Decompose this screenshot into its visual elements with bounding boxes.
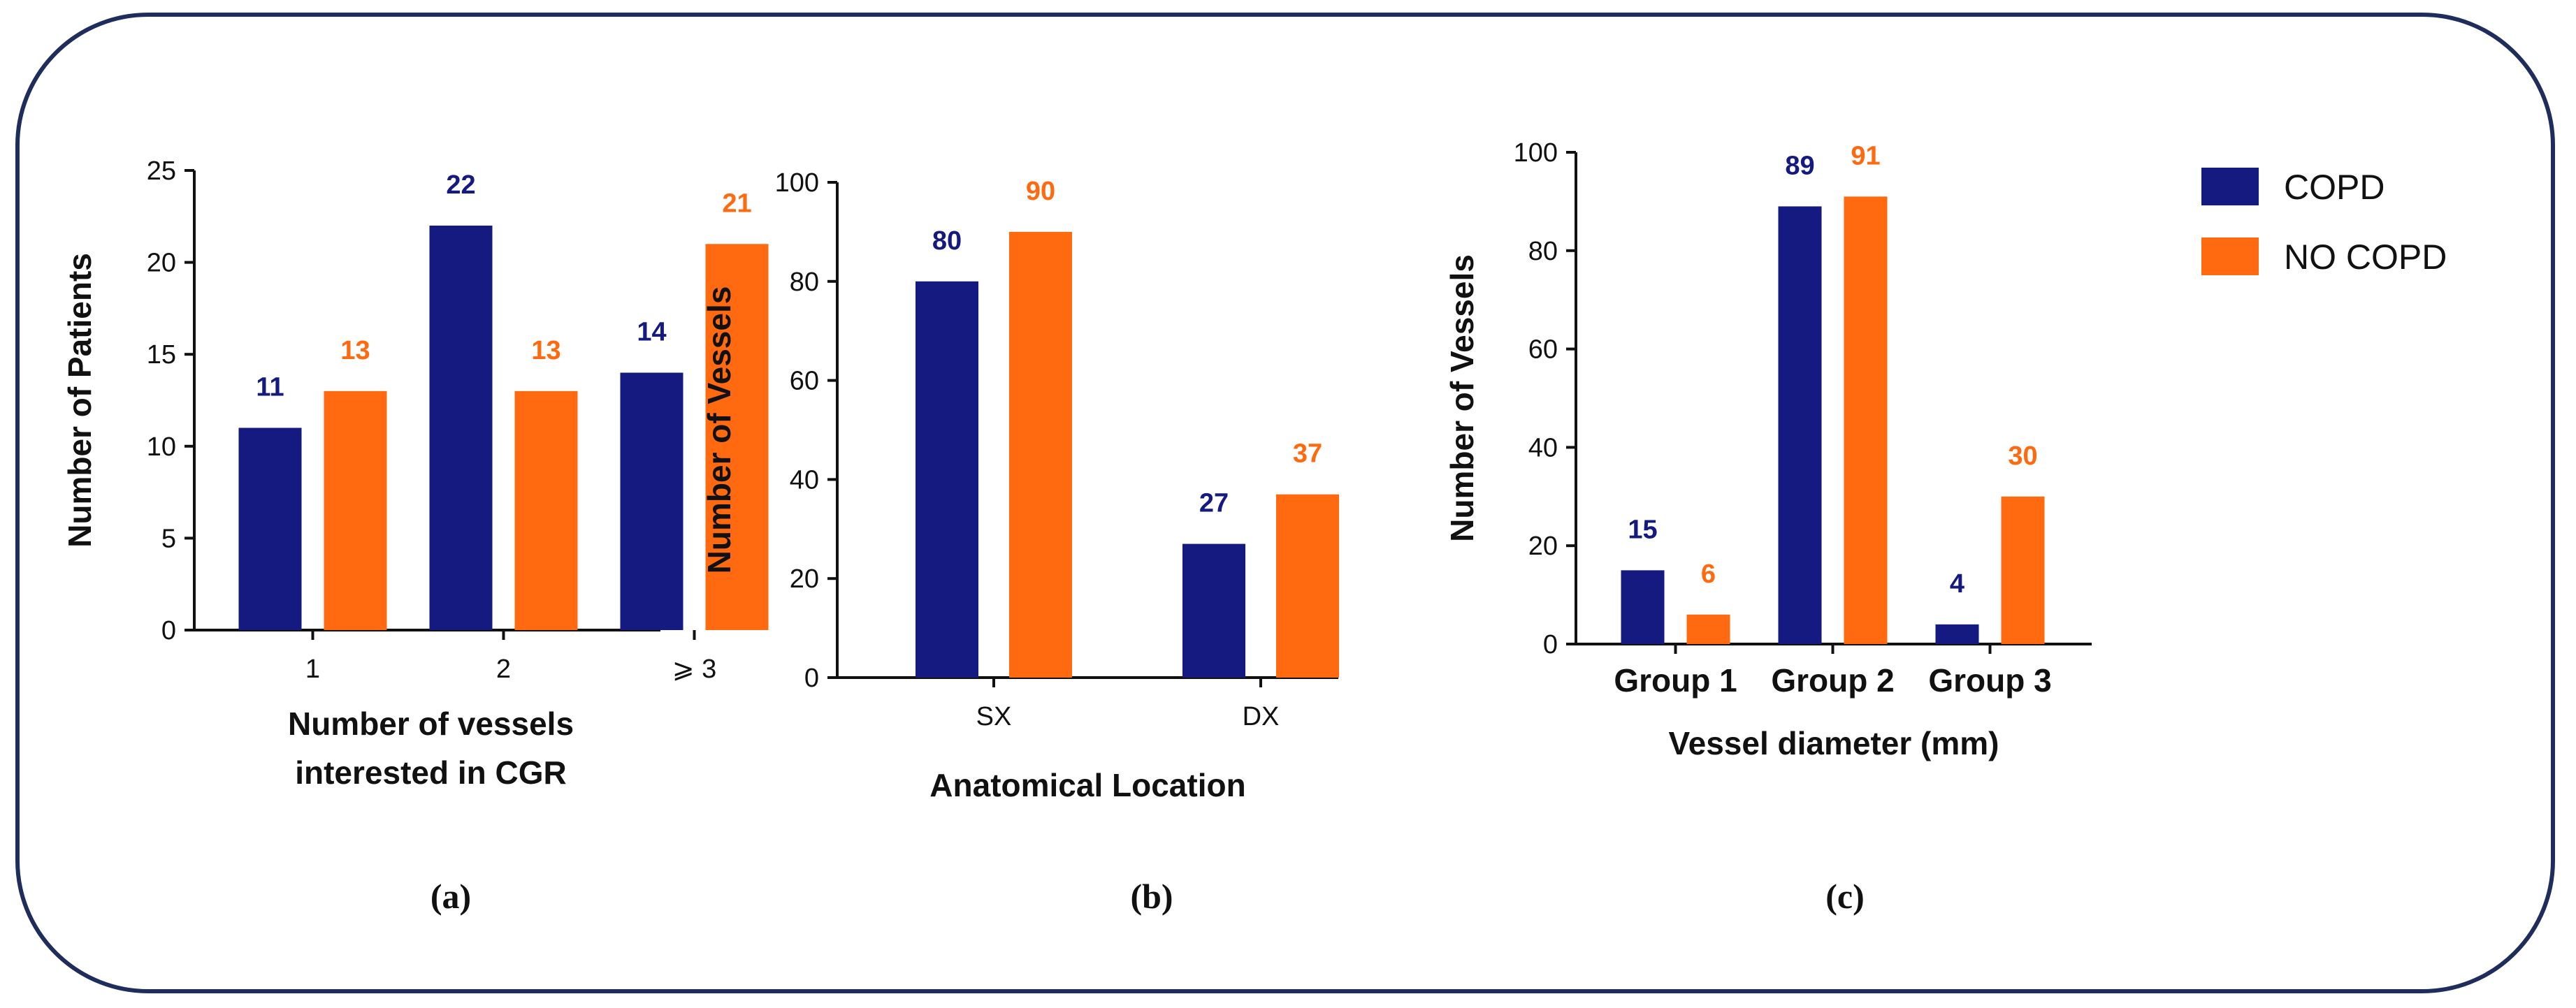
x-axis-title: Vessel diameter (mm) (1668, 725, 1999, 761)
y-tick-label: 60 (1528, 335, 1558, 365)
legend-swatch-no-copd (2201, 238, 2259, 275)
data-label-no-copd-3: 21 (722, 189, 751, 218)
bar-copd-3 (620, 372, 683, 630)
bar-copd-group-3 (1935, 624, 1979, 644)
y-tick-label: 20 (790, 564, 819, 594)
bar-copd-dx (1182, 543, 1245, 678)
x-tick-label: ⩾ 3 (672, 655, 717, 684)
legend-label-no-copd: NO COPD (2284, 238, 2447, 277)
bar-no-copd-1 (324, 390, 387, 630)
panel-label: (c) (1825, 877, 1865, 916)
y-tick-label: 25 (147, 156, 176, 186)
y-axis-title: Number of Patients (61, 253, 98, 548)
bar-copd-group-1 (1621, 570, 1665, 644)
data-label-no-copd-dx: 37 (1293, 439, 1322, 469)
y-tick-label: 100 (775, 168, 819, 198)
bar-no-copd-group-1 (1686, 614, 1730, 644)
x-tick-label: Group 3 (1928, 662, 2051, 699)
x-tick-label: 1 (305, 655, 320, 684)
x-tick-label: Group 1 (1614, 662, 1737, 699)
data-label-copd-1: 11 (256, 372, 284, 402)
y-tick-label: 0 (161, 616, 176, 645)
x-axis-title: interested in CGR (295, 754, 567, 791)
y-tick-label: 0 (1543, 630, 1558, 659)
y-tick-label: 10 (147, 432, 176, 462)
data-label-no-copd-group-2: 91 (1851, 141, 1880, 170)
panel-label: (a) (430, 877, 471, 916)
legend-label-copd: COPD (2284, 168, 2385, 207)
bar-no-copd-sx (1009, 231, 1072, 678)
data-label-copd-group-2: 89 (1785, 151, 1814, 180)
data-label-copd-sx: 80 (932, 226, 962, 256)
x-axis-title: Number of vessels (288, 706, 574, 742)
y-tick-label: 80 (790, 268, 819, 297)
data-label-no-copd-group-1: 6 (1701, 560, 1716, 589)
legend: COPD NO COPD (2201, 168, 2447, 277)
bar-no-copd-2 (514, 390, 578, 630)
y-tick-label: 100 (1514, 138, 1558, 168)
chart-c: 0 20 40 60 80 100 Group 1 15 6 Group 2 89 91 Group 3… (1444, 138, 2092, 916)
y-tick-label: 20 (1528, 532, 1558, 561)
bar-copd-1 (238, 428, 302, 630)
y-tick-label: 80 (1528, 237, 1558, 266)
y-tick-label: 40 (790, 465, 819, 495)
bar-no-copd-group-2 (1844, 196, 1888, 644)
data-label-copd-2: 22 (446, 170, 475, 200)
y-axis-title: Number of Vessels (701, 286, 737, 574)
x-tick-label: DX (1243, 702, 1280, 731)
data-label-copd-group-1: 15 (1628, 515, 1657, 544)
panel-label: (b) (1130, 877, 1173, 916)
data-label-no-copd-group-3: 30 (2008, 441, 2037, 471)
y-tick-label: 40 (1528, 433, 1558, 462)
y-tick-label: 60 (790, 367, 819, 396)
data-label-no-copd-2: 13 (531, 336, 560, 365)
bar-copd-sx (916, 281, 978, 678)
bar-copd-group-2 (1778, 206, 1822, 644)
y-tick-label: 5 (161, 524, 176, 553)
x-tick-label: Group 2 (1771, 662, 1894, 699)
x-tick-label: SX (976, 702, 1012, 731)
data-label-no-copd-1: 13 (340, 336, 370, 365)
bar-no-copd-group-3 (2001, 496, 2045, 644)
bar-copd-2 (429, 225, 493, 631)
data-label-copd-dx: 27 (1199, 489, 1229, 518)
data-label-no-copd-sx: 90 (1026, 177, 1055, 206)
chart-b: 0 20 40 60 80 100 SX 80 90 DX 27 37 Number of Vessel… (701, 168, 1339, 916)
bar-no-copd-3 (705, 244, 769, 630)
bar-no-copd-dx (1276, 494, 1339, 678)
y-axis-title: Number of Vessels (1444, 254, 1480, 542)
y-tick-label: 20 (147, 249, 176, 278)
x-tick-label: 2 (496, 655, 511, 684)
legend-swatch-copd (2201, 168, 2259, 205)
x-axis-title: Anatomical Location (929, 767, 1245, 803)
data-label-copd-group-3: 4 (1950, 569, 1964, 599)
y-tick-label: 0 (804, 664, 819, 693)
data-label-copd-3: 14 (637, 318, 666, 347)
y-tick-label: 15 (147, 340, 176, 370)
